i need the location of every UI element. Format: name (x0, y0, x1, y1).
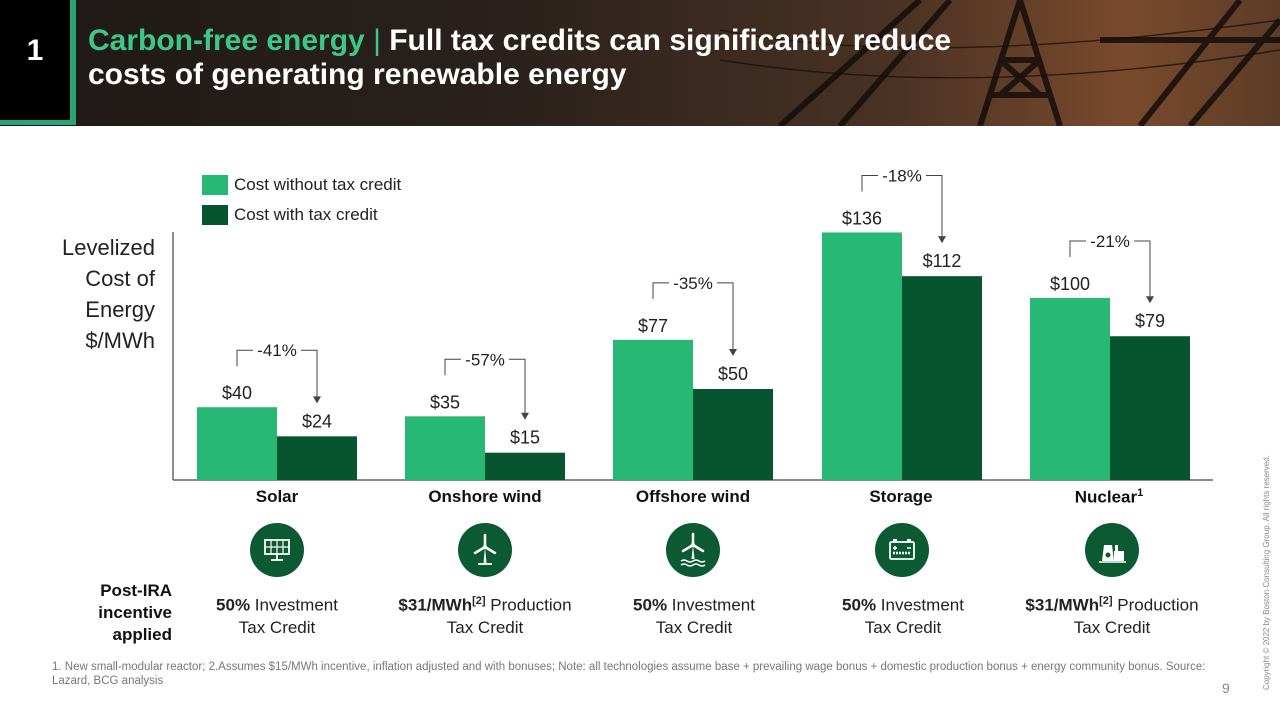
legend-item-with: Cost with tax credit (202, 200, 401, 230)
reduction-bracket-onshore-wind (444, 358, 526, 413)
reduction-label-storage: -18% (882, 166, 922, 185)
page-title: Carbon-free energy | Full tax credits ca… (88, 24, 968, 92)
category-label-onshore-wind: Onshore wind (428, 487, 542, 506)
legend-item-without: Cost without tax credit (202, 170, 401, 200)
slide-header: 1 Carbon-free energy | Full tax credits … (0, 0, 1280, 126)
bar-with-storage (902, 276, 982, 480)
incentive-offshore-wind: 50% Investment Tax Credit (633, 595, 755, 637)
nuclear-footnote-marker: 1 (1137, 487, 1144, 499)
category-label-offshore-wind: Offshore wind (635, 487, 751, 506)
copyright-notice: Copyright © 2022 by Boston Consulting Gr… (1262, 455, 1271, 690)
reduction-arrow-onshore-wind (521, 412, 529, 420)
title-main: Full tax credits can significantly reduc… (88, 24, 952, 91)
section-number-box: 1 (0, 0, 76, 125)
incentive-storage: 50% Investment Tax Credit (842, 595, 964, 637)
footnote: 1. New small-modular reactor; 2.Assumes … (52, 661, 1206, 687)
page-number: 9 (1222, 680, 1230, 696)
reduction-label-offshore-wind: -35% (673, 274, 713, 293)
incentive-nuclear: $31/MWh[2] Production Tax Credit (1025, 595, 1199, 637)
value-label-without-offshore-wind: $77 (638, 316, 668, 336)
reduction-label-solar: -41% (257, 341, 297, 360)
bar-with-nuclear (1110, 336, 1190, 480)
value-label-with-nuclear: $79 (1135, 311, 1165, 331)
bar-with-solar (277, 436, 357, 480)
reduction-bracket-offshore-wind (652, 282, 734, 349)
reduction-label-nuclear: -21% (1090, 232, 1130, 251)
category-label-storage: Storage (869, 487, 933, 506)
wind-turbine-icon (458, 523, 512, 577)
incentive-solar: 50% Investment Tax Credit (216, 595, 338, 637)
chart-legend: Cost without tax credit Cost with tax cr… (202, 170, 401, 230)
reduction-arrow-nuclear (1146, 296, 1154, 304)
value-label-without-onshore-wind: $35 (430, 392, 460, 412)
value-label-without-nuclear: $100 (1050, 274, 1090, 294)
reduction-arrow-offshore-wind (729, 349, 737, 356)
bar-without-solar (197, 407, 277, 480)
bar-with-offshore-wind (693, 389, 773, 480)
legend-label-without: Cost without tax credit (234, 175, 402, 194)
bar-without-nuclear (1030, 298, 1110, 480)
reduction-arrow-storage (938, 236, 946, 244)
reduction-arrow-solar (313, 396, 321, 404)
bar-without-offshore-wind (613, 339, 693, 480)
y-axis-label: Levelized Cost of Energy $/MWh (62, 235, 155, 353)
legend-label-with: Cost with tax credit (234, 205, 378, 224)
bar-without-onshore-wind (405, 416, 485, 480)
value-label-with-offshore-wind: $50 (718, 364, 748, 384)
reduction-bracket-storage (861, 174, 943, 237)
nuclear-plant-icon (1085, 523, 1139, 577)
power-pylon-background-icon (720, 0, 1280, 126)
value-label-with-storage: $112 (923, 251, 962, 271)
bar-with-onshore-wind (485, 452, 565, 480)
value-label-without-storage: $136 (842, 208, 882, 228)
solar-panel-icon (250, 523, 304, 577)
value-label-with-onshore-wind: $15 (510, 428, 540, 448)
reduction-bracket-nuclear (1069, 240, 1151, 297)
battery-icon (875, 523, 929, 577)
reduction-bracket-solar (236, 349, 318, 397)
incentive-onshore-wind: $31/MWh[2] Production Tax Credit (398, 595, 572, 637)
legend-swatch-with (202, 205, 228, 225)
reduction-label-onshore-wind: -57% (465, 350, 505, 369)
offshore-wind-icon (666, 523, 720, 577)
category-label-nuclear: Nuclear1 (1074, 487, 1144, 507)
section-number: 1 (26, 34, 44, 67)
value-label-with-solar: $24 (302, 411, 332, 431)
post-ira-label: Post-IRA incentive applied (98, 581, 172, 644)
title-accent: Carbon-free energy (88, 24, 365, 57)
value-label-without-solar: $40 (222, 383, 252, 403)
legend-swatch-without (202, 175, 228, 195)
title-separator: | (373, 24, 381, 57)
category-label-solar: Solar (255, 487, 299, 506)
bar-without-storage (822, 232, 902, 480)
